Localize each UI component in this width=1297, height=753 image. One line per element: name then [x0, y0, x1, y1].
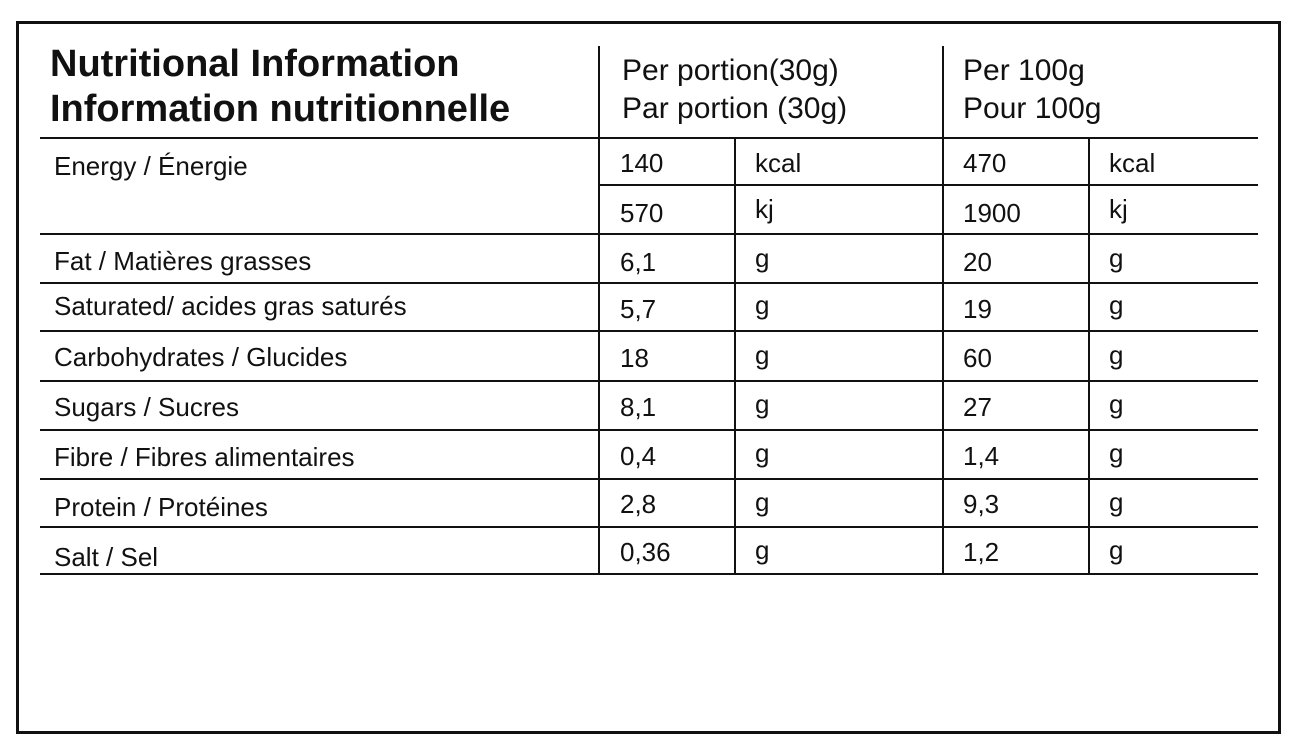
energy-kj-portion-unit: kj: [755, 194, 774, 224]
sugars-portion-unit: g: [755, 389, 770, 419]
protein-portion-unit: g: [755, 487, 770, 517]
energy-kj-per100g-unit: kj: [1109, 194, 1128, 224]
energy-kcal-portion-unit: kcal: [755, 148, 802, 178]
carbohydrates-portion-unit: g: [755, 340, 770, 370]
row-label-saturated: Saturated/ acides gras saturés: [54, 291, 407, 321]
saturated-portion-unit: g: [755, 290, 770, 320]
saturated-per100g-value: 19: [963, 294, 992, 324]
energy-subrow-divider: [598, 184, 1258, 186]
row-divider: [40, 478, 1258, 480]
per-100g-header-english: Per 100g: [963, 54, 1085, 87]
protein-portion-value: 2,8: [620, 489, 657, 519]
fibre-per100g-value: 1,4: [963, 441, 1000, 471]
fat-per100g-unit: g: [1109, 243, 1124, 273]
column-divider-portion-unit: [734, 138, 736, 574]
fibre-portion-unit: g: [755, 438, 770, 468]
header-divider: [40, 137, 1258, 139]
column-divider-label: [598, 46, 600, 574]
row-label-fat: Fat / Matières grasses: [54, 246, 312, 276]
row-divider: [40, 526, 1258, 528]
energy-kcal-portion-value: 140: [620, 148, 664, 178]
per-portion-header-english: Per portion(30g): [622, 54, 839, 87]
row-divider: [40, 330, 1258, 332]
title-english: Nutritional Information: [50, 43, 460, 85]
fat-per100g-value: 20: [963, 247, 992, 277]
title-french: Information nutritionnelle: [50, 88, 511, 130]
sugars-per100g-value: 27: [963, 392, 992, 422]
energy-kcal-per100g-unit: kcal: [1109, 148, 1156, 178]
fibre-per100g-unit: g: [1109, 438, 1124, 468]
protein-per100g-value: 9,3: [963, 489, 1000, 519]
salt-portion-value: 0,36: [620, 537, 671, 567]
sugars-portion-value: 8,1: [620, 392, 657, 422]
row-label-fibre: Fibre / Fibres alimentaires: [54, 442, 355, 472]
carbohydrates-per100g-unit: g: [1109, 340, 1124, 370]
protein-per100g-unit: g: [1109, 487, 1124, 517]
table-bottom-line: [40, 573, 1258, 575]
salt-portion-unit: g: [755, 535, 770, 565]
row-label-energy: Energy / Énergie: [54, 151, 248, 181]
salt-per100g-unit: g: [1109, 535, 1124, 565]
energy-kj-per100g-value: 1900: [963, 198, 1021, 228]
energy-kj-portion-value: 570: [620, 198, 664, 228]
row-divider: [40, 233, 1258, 235]
row-label-protein: Protein / Protéines: [54, 492, 268, 522]
label-frame: [16, 21, 1281, 734]
fat-portion-unit: g: [755, 243, 770, 273]
column-divider-per100g: [942, 46, 944, 574]
row-divider: [40, 380, 1258, 382]
row-divider: [40, 282, 1258, 284]
column-divider-per100g-unit: [1088, 138, 1090, 574]
row-label-sugars: Sugars / Sucres: [54, 392, 239, 422]
per-portion-header-french: Par portion (30g): [622, 92, 848, 125]
fibre-portion-value: 0,4: [620, 441, 657, 471]
energy-kcal-per100g-value: 470: [963, 148, 1007, 178]
sugars-per100g-unit: g: [1109, 389, 1124, 419]
fat-portion-value: 6,1: [620, 247, 657, 277]
salt-per100g-value: 1,2: [963, 537, 1000, 567]
row-divider: [40, 429, 1258, 431]
per-100g-header-french: Pour 100g: [963, 92, 1102, 125]
carbohydrates-per100g-value: 60: [963, 343, 992, 373]
row-label-salt: Salt / Sel: [54, 542, 159, 572]
row-label-carbohydrates: Carbohydrates / Glucides: [54, 342, 348, 372]
saturated-per100g-unit: g: [1109, 290, 1124, 320]
carbohydrates-portion-value: 18: [620, 343, 649, 373]
saturated-portion-value: 5,7: [620, 294, 657, 324]
